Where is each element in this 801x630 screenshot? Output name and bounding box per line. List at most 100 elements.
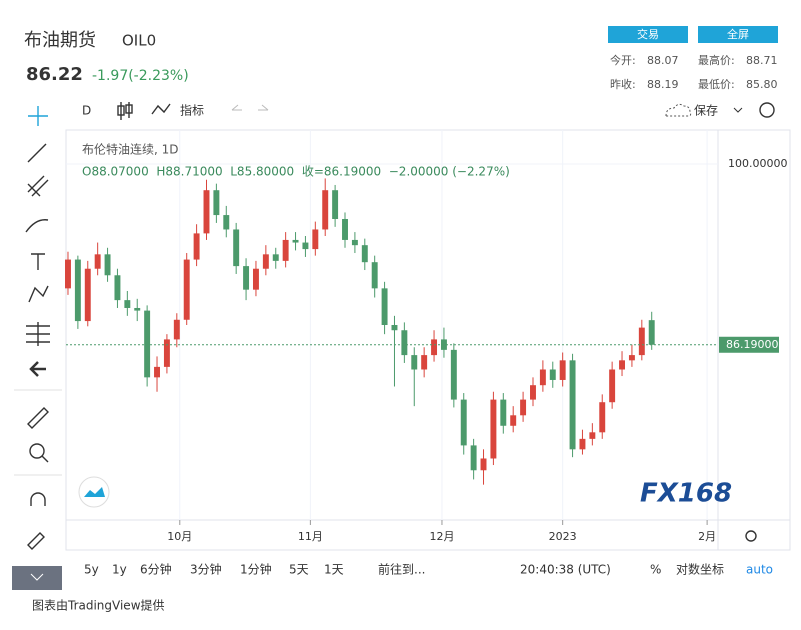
candle-body xyxy=(638,327,645,356)
cloud-icon[interactable] xyxy=(665,103,692,117)
candle-body xyxy=(65,259,71,289)
axis-settings-icon[interactable] xyxy=(745,530,757,542)
candle-body xyxy=(609,369,616,403)
candle-body xyxy=(470,445,477,471)
range-button[interactable]: 1y xyxy=(112,563,127,577)
candle-body xyxy=(272,254,279,261)
range-button[interactable]: 5y xyxy=(84,563,99,577)
logo-button[interactable] xyxy=(78,476,110,508)
indicator-icon[interactable] xyxy=(151,103,171,115)
candle-body xyxy=(619,360,625,370)
candle-body xyxy=(124,300,131,308)
candle-body xyxy=(213,190,220,216)
stat-label: 昨收: xyxy=(610,77,636,91)
log-toggle[interactable]: 对数坐标 xyxy=(676,562,724,577)
x-tick-label: 12月 xyxy=(429,530,454,543)
clock: 20:40:38 (UTC) xyxy=(520,563,611,577)
candle-body xyxy=(134,307,141,311)
fullscreen-button[interactable] xyxy=(698,26,778,43)
stat-label: 今开: xyxy=(610,53,636,67)
percent-toggle[interactable]: % xyxy=(650,563,661,577)
last-price: 86.22 xyxy=(26,64,83,85)
undo-icon[interactable] xyxy=(231,104,242,111)
logo-icon xyxy=(84,487,105,497)
candle-body xyxy=(579,438,586,450)
candle-body xyxy=(401,330,408,356)
candle-body xyxy=(628,355,635,361)
range-button[interactable]: 5天 xyxy=(289,563,309,577)
interval-button[interactable]: D xyxy=(82,104,91,118)
collapse-icon[interactable] xyxy=(30,573,44,581)
candle-body xyxy=(183,259,190,320)
candle-body xyxy=(480,458,487,471)
candle-body xyxy=(173,319,180,340)
candle-body xyxy=(421,355,428,370)
candle-body xyxy=(332,190,339,219)
last-price-tag xyxy=(719,336,779,353)
drawing-tools[interactable] xyxy=(25,106,50,550)
candle-body xyxy=(312,229,319,250)
candle-body xyxy=(163,339,170,367)
candle-body xyxy=(599,402,606,433)
candle-body xyxy=(500,399,507,426)
candle-body xyxy=(233,229,240,267)
fullscreen-button-label[interactable]: 全屏 xyxy=(727,27,749,41)
y-tick-label: 100.00000 xyxy=(728,157,788,170)
candle-body xyxy=(391,325,398,331)
x-tick-label: 11月 xyxy=(298,530,323,543)
chart-title: 布伦特油连续, 1D xyxy=(82,142,179,157)
stat-label: 最高价: xyxy=(698,53,735,67)
indicator-button[interactable]: 指标 xyxy=(180,103,204,118)
goto-button[interactable]: 前往到... xyxy=(378,562,425,577)
collapse-button[interactable] xyxy=(12,566,62,590)
instrument-name: 布油期货 xyxy=(24,30,96,51)
range-button[interactable]: 6分钟 xyxy=(140,562,172,577)
candle-body xyxy=(243,266,250,290)
candle-body xyxy=(193,233,200,260)
candle-body xyxy=(450,349,457,400)
x-tick-label: 2月 xyxy=(698,530,716,543)
save-button[interactable]: 保存 xyxy=(694,104,718,118)
candle-body xyxy=(282,239,289,261)
candle-body xyxy=(144,310,151,378)
chart-style-icon[interactable] xyxy=(117,102,133,120)
candle-body xyxy=(559,360,566,380)
range-button[interactable]: 1天 xyxy=(324,563,344,577)
auto-toggle[interactable]: auto xyxy=(746,563,773,577)
price-change: -1.97(-2.23%) xyxy=(92,68,189,84)
candle-body xyxy=(371,262,378,289)
footer: 图表由TradingView提供 xyxy=(32,598,165,613)
candle-body xyxy=(302,242,309,250)
range-buttons: 5y 1y 6分钟 3分钟 1分钟 5天 1天 xyxy=(84,562,344,577)
candle-body xyxy=(84,268,91,322)
plot: 100.00000 10月 11月 12月 2023 2月 86.19000 xyxy=(65,130,788,543)
redo-icon[interactable] xyxy=(258,104,269,111)
candle-body xyxy=(94,254,101,269)
range-button[interactable]: 3分钟 xyxy=(190,562,222,577)
candle-body xyxy=(262,254,269,269)
candle-body xyxy=(510,415,517,426)
candle-body xyxy=(490,399,497,459)
trade-button-label[interactable]: 交易 xyxy=(637,27,659,41)
stat-value: 85.80 xyxy=(746,78,778,91)
settings-icon[interactable] xyxy=(759,102,775,118)
candle-body xyxy=(154,366,160,378)
trade-button[interactable] xyxy=(608,26,688,43)
watermark: FX168 xyxy=(640,479,732,509)
candle-body xyxy=(381,288,388,325)
stat-label: 最低价: xyxy=(698,78,735,91)
candle-body xyxy=(549,369,556,380)
range-button[interactable]: 1分钟 xyxy=(240,562,272,577)
candle-body xyxy=(539,369,546,386)
candle-body xyxy=(520,399,527,416)
last-price-label: 86.19000 xyxy=(726,338,779,351)
instrument-code: OIL0 xyxy=(122,32,156,50)
stat-value: 88.19 xyxy=(647,78,679,91)
candle-body xyxy=(114,275,121,301)
candle-body xyxy=(342,218,348,240)
x-tick-label: 2023 xyxy=(549,530,577,543)
dropdown-icon[interactable] xyxy=(733,107,743,113)
candle-body xyxy=(648,320,655,345)
